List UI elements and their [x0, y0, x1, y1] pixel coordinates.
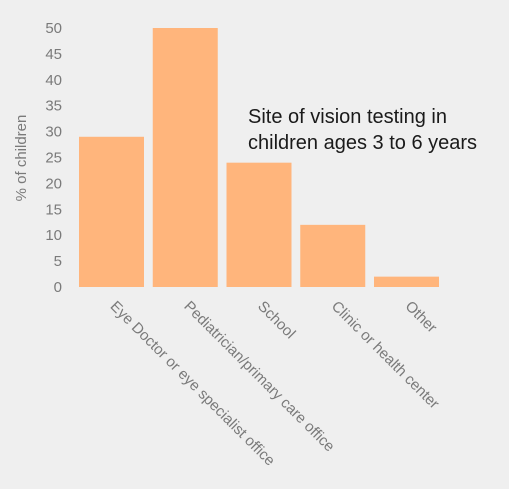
y-tick-label: 20 — [45, 175, 62, 192]
bar — [226, 162, 292, 287]
bar — [152, 28, 218, 287]
y-tick-label: 25 — [45, 150, 62, 167]
bar — [79, 136, 144, 287]
x-category-label: School — [254, 298, 298, 342]
y-tick-label: 40 — [45, 72, 62, 89]
y-tick-label: 45 — [45, 46, 62, 63]
x-category-label: Other — [402, 298, 441, 337]
bar — [300, 224, 366, 287]
y-tick-label: 30 — [45, 124, 62, 141]
y-tick-label: 50 — [45, 20, 62, 37]
y-tick-label: 0 — [54, 279, 62, 296]
bar — [374, 276, 439, 287]
x-category-label: Pediatrician/primary care office — [180, 298, 337, 455]
chart-title-line-1: Site of vision testing in — [248, 106, 447, 128]
x-axis-labels: Eye Doctor or eye specialist officePedia… — [107, 298, 443, 470]
y-tick-label: 35 — [45, 98, 62, 115]
y-tick-label: 5 — [54, 253, 62, 270]
y-axis-ticks: 0 5 10 15 20 25 30 35 40 45 50 — [45, 20, 62, 296]
x-category-label: Eye Doctor or eye specialist office — [107, 298, 279, 470]
y-tick-label: 15 — [45, 201, 62, 218]
y-tick-label: 10 — [45, 227, 62, 244]
y-axis-title: % of children — [13, 115, 30, 202]
bars — [79, 28, 439, 287]
chart-title-line-2: children ages 3 to 6 years — [248, 132, 477, 154]
